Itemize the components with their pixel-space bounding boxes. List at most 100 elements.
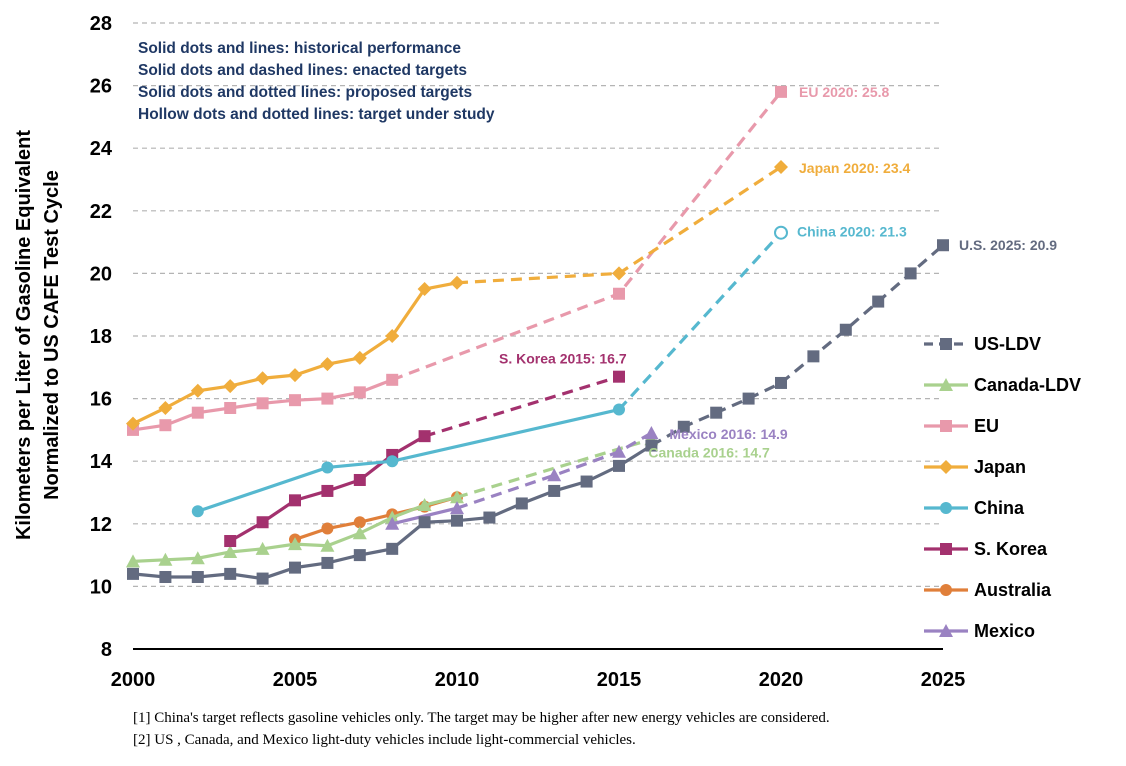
australia-point bbox=[353, 516, 366, 529]
us-ldv-target-point bbox=[742, 392, 755, 405]
legend-item-mexico: Mexico bbox=[924, 621, 1035, 641]
us-ldv-target-point bbox=[807, 350, 820, 363]
annotations: U.S. 2025: 20.9 Canada 2016: 14.7 EU 2020:… bbox=[499, 84, 1057, 460]
series-us-ldv bbox=[127, 239, 949, 585]
us-ldv-point bbox=[418, 516, 431, 529]
series-layer bbox=[126, 85, 949, 585]
series-japan bbox=[126, 159, 788, 431]
japan-point bbox=[126, 416, 140, 431]
legend-item-eu: EU bbox=[924, 416, 999, 436]
canada-ldv-point bbox=[223, 544, 238, 558]
eu-target-point bbox=[775, 85, 787, 98]
legend-label: Canada-LDV bbox=[974, 375, 1081, 395]
series-australia bbox=[289, 491, 463, 546]
legend-label: S. Korea bbox=[974, 539, 1048, 559]
legend: US-LDV Canada-LDV EU Japan China S. Korea Aust… bbox=[924, 334, 1081, 641]
y-tick-label: 16 bbox=[90, 389, 112, 411]
x-tick-label: 2025 bbox=[921, 669, 966, 691]
legend-swatch-marker bbox=[940, 584, 952, 596]
us-ldv-target-point bbox=[710, 406, 723, 419]
us-ldv-point bbox=[353, 549, 366, 562]
us-ldv-point bbox=[548, 484, 561, 497]
us-ldv-point bbox=[645, 439, 658, 452]
s-korea-target-line bbox=[424, 375, 620, 438]
japan-point bbox=[288, 368, 302, 383]
legend-swatch-marker bbox=[939, 624, 953, 637]
s-korea-point bbox=[256, 516, 269, 529]
japan-target-line bbox=[456, 165, 782, 285]
japan-target-point bbox=[774, 159, 788, 174]
y-axis-title: Kilometers per Liter of Gasoline Equival… bbox=[13, 130, 63, 540]
annotation-canada-ldv: Canada 2016: 14.7 bbox=[648, 444, 770, 460]
series-china bbox=[191, 226, 787, 518]
note-proposed: Solid dots and dotted lines: proposed ta… bbox=[138, 84, 472, 101]
y-tick-label: 18 bbox=[90, 326, 112, 348]
legend-swatch-marker bbox=[939, 378, 953, 391]
japan-point bbox=[255, 371, 270, 386]
us-ldv-point bbox=[256, 572, 269, 585]
s-korea-point bbox=[289, 494, 301, 507]
legend-item-china: China bbox=[924, 498, 1025, 518]
x-tick-label: 2010 bbox=[435, 669, 480, 691]
australia-point bbox=[321, 522, 334, 535]
canada-ldv-point bbox=[417, 498, 432, 512]
legend-item-s-korea: S. Korea bbox=[924, 539, 1048, 559]
y-tick-label: 22 bbox=[90, 201, 112, 223]
s-korea-target-point bbox=[613, 370, 625, 383]
annotation-us-ldv: U.S. 2025: 20.9 bbox=[959, 237, 1057, 253]
japan-point bbox=[417, 282, 432, 297]
japan-point bbox=[352, 350, 367, 365]
y-tick-label: 28 bbox=[90, 13, 112, 35]
us-ldv-point bbox=[515, 497, 528, 510]
mexico-target-line bbox=[456, 431, 653, 510]
mexico-target-point bbox=[644, 426, 659, 440]
legend-swatch-marker bbox=[939, 460, 953, 474]
japan-point bbox=[223, 379, 238, 394]
y-tick-label: 12 bbox=[90, 514, 112, 536]
legend-swatch-marker bbox=[940, 338, 952, 350]
legend-label: Japan bbox=[974, 457, 1026, 477]
japan-point bbox=[158, 400, 173, 415]
us-ldv-point bbox=[289, 561, 301, 574]
eu-point bbox=[353, 386, 366, 399]
y-tick-label: 24 bbox=[90, 138, 113, 160]
us-ldv-target-point bbox=[937, 239, 949, 252]
us-ldv-point bbox=[321, 556, 334, 569]
canada-ldv-point bbox=[190, 551, 205, 565]
us-ldv-point bbox=[191, 571, 204, 584]
us-ldv-point bbox=[386, 542, 399, 555]
series-s-korea bbox=[224, 370, 625, 548]
china-point bbox=[321, 461, 334, 474]
y-tick-label: 20 bbox=[90, 263, 112, 285]
canada-ldv-point bbox=[255, 541, 270, 555]
legend-label: China bbox=[974, 498, 1025, 518]
x-tick-label: 2020 bbox=[759, 669, 804, 691]
footnotes: [1] China's target reflects gasoline veh… bbox=[133, 710, 830, 748]
footnote-2: [2] US , Canada, and Mexico light-duty v… bbox=[133, 732, 636, 748]
us-ldv-target-line bbox=[650, 244, 945, 447]
legend-swatch-marker bbox=[940, 502, 952, 514]
x-tick-label: 2015 bbox=[597, 669, 642, 691]
x-tick-labels: 2000 2005 2010 2015 2020 2025 bbox=[111, 669, 966, 691]
china-point bbox=[613, 403, 625, 416]
s-korea-point bbox=[418, 430, 431, 443]
legend-item-australia: Australia bbox=[924, 580, 1052, 600]
mexico-historical-line bbox=[391, 506, 458, 526]
china-point bbox=[386, 455, 399, 468]
y-tick-label: 26 bbox=[90, 76, 112, 98]
x-tick-label: 2005 bbox=[273, 669, 318, 691]
s-korea-point bbox=[224, 535, 237, 548]
eu-point bbox=[321, 392, 334, 405]
china-hollow-target bbox=[774, 225, 788, 240]
legend-label: Australia bbox=[974, 580, 1052, 600]
note-historical: Solid dots and lines: historical perform… bbox=[138, 40, 461, 57]
canada-ldv-point bbox=[352, 526, 367, 540]
japan-point bbox=[190, 383, 205, 398]
eu-target-line bbox=[391, 90, 783, 382]
s-korea-point bbox=[353, 473, 366, 486]
canada-ldv-point bbox=[320, 538, 335, 552]
us-ldv-target-point bbox=[904, 267, 917, 280]
us-ldv-target-point bbox=[775, 376, 787, 389]
x-tick-label: 2000 bbox=[111, 669, 156, 691]
